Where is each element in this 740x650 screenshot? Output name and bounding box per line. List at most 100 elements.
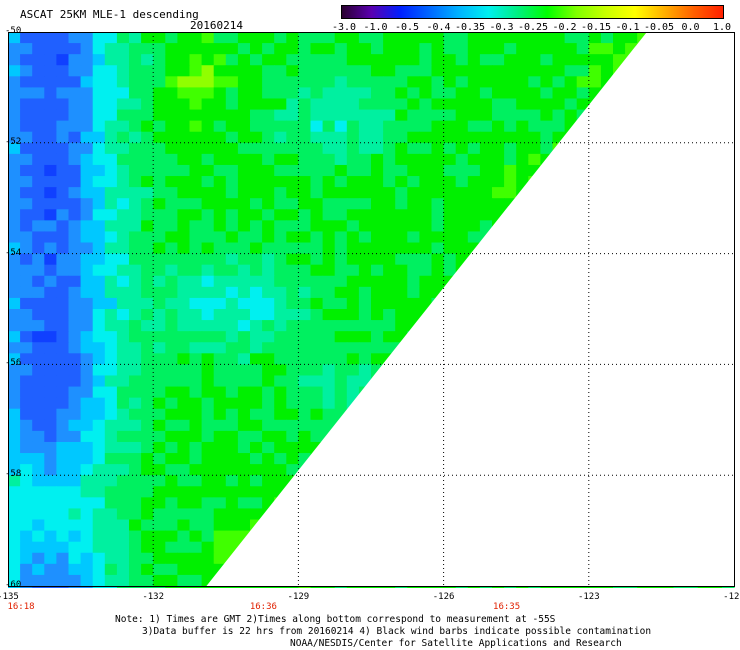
mle-cell [298, 331, 312, 343]
mle-cell [116, 353, 130, 365]
mle-cell [274, 142, 287, 155]
mle-cell [104, 98, 118, 111]
mle-cell [165, 209, 178, 221]
mle-cell [431, 98, 445, 111]
mle-cell [189, 198, 203, 210]
mle-cell [528, 76, 541, 88]
mle-cell [286, 65, 299, 77]
mle-cell [237, 464, 251, 476]
mle-map [8, 32, 735, 588]
mle-cell [213, 32, 227, 44]
mle-cell [334, 331, 348, 343]
mle-cell [177, 142, 191, 155]
mle-cell [286, 430, 299, 443]
mle-cell [165, 419, 178, 432]
mle-cell [322, 242, 336, 255]
mle-cell [334, 198, 348, 210]
mle-cell [467, 65, 481, 77]
mle-cell [407, 109, 420, 122]
mle-cell [419, 109, 433, 122]
mle-cell [141, 486, 154, 498]
mle-cell [56, 131, 70, 144]
mle-cell [443, 87, 457, 100]
mle-cell [104, 65, 118, 77]
mle-cell [44, 430, 57, 443]
mle-cell [310, 32, 324, 44]
mle-cell [358, 32, 372, 44]
mle-cell [129, 430, 142, 443]
mle-cell [419, 76, 433, 88]
mle-cell [322, 198, 336, 210]
mle-cell [455, 54, 469, 66]
mle-cell [201, 198, 215, 210]
mle-cell [8, 353, 21, 365]
mle-cell [225, 342, 239, 354]
mle-cell [8, 187, 21, 199]
mle-cell [141, 353, 154, 365]
mle-cell [56, 309, 70, 321]
mle-cell [20, 475, 33, 487]
mle-cell [322, 142, 336, 155]
mle-cell [334, 164, 348, 177]
mle-cell [443, 76, 457, 88]
mle-cell [189, 187, 203, 199]
mle-cell [80, 198, 94, 210]
mle-cell [129, 242, 142, 255]
mle-cell [80, 574, 94, 587]
mle-cell [201, 309, 215, 321]
mle-cell [32, 309, 45, 321]
mle-cell [504, 43, 517, 55]
mle-cell [504, 109, 517, 122]
mle-cell [44, 153, 57, 166]
mle-cell [80, 364, 94, 377]
mle-cell [455, 87, 469, 100]
mle-cell [371, 231, 384, 244]
mle-cell [540, 109, 554, 122]
mle-cell [262, 187, 275, 199]
mle-cell [56, 375, 70, 388]
mle-cell [419, 220, 433, 233]
mle-cell [371, 242, 384, 255]
mle-cell [371, 131, 384, 144]
mle-cell [467, 164, 481, 177]
mle-cell [479, 209, 493, 221]
mle-cell [334, 297, 348, 310]
mle-cell [334, 253, 348, 266]
mle-cell [274, 153, 287, 166]
mle-cell [274, 54, 287, 66]
mle-cell [225, 109, 239, 122]
mle-cell [20, 32, 33, 44]
mle-cell [213, 120, 227, 133]
mle-cell [201, 142, 215, 155]
mle-cell [262, 176, 275, 188]
mle-cell [20, 309, 33, 321]
mle-cell [225, 441, 239, 454]
mle-cell [44, 187, 57, 199]
mle-cell [177, 508, 191, 521]
mle-cell [92, 475, 106, 487]
mle-cell [395, 109, 408, 122]
mle-cell [141, 574, 154, 587]
mle-cell [68, 65, 82, 77]
mle-cell [346, 242, 360, 255]
mle-cell [80, 497, 94, 510]
mle-cell [80, 375, 94, 388]
mle-cell [274, 198, 287, 210]
mle-cell [419, 242, 433, 255]
mle-cell [116, 430, 130, 443]
mle-cell [201, 486, 215, 498]
mle-cell [479, 65, 493, 77]
mle-cell [201, 552, 215, 565]
mle-cell [298, 275, 312, 288]
mle-cell [310, 320, 324, 332]
mle-cell [8, 54, 21, 66]
mle-cell [92, 54, 106, 66]
lon-label: -120 [723, 592, 740, 602]
mle-cell [153, 320, 166, 332]
mle-cell [20, 109, 33, 122]
mle-cell [250, 386, 263, 399]
mle-cell [20, 142, 33, 155]
mle-cell [274, 364, 287, 377]
mle-cell [32, 120, 45, 133]
mle-cell [322, 253, 336, 266]
